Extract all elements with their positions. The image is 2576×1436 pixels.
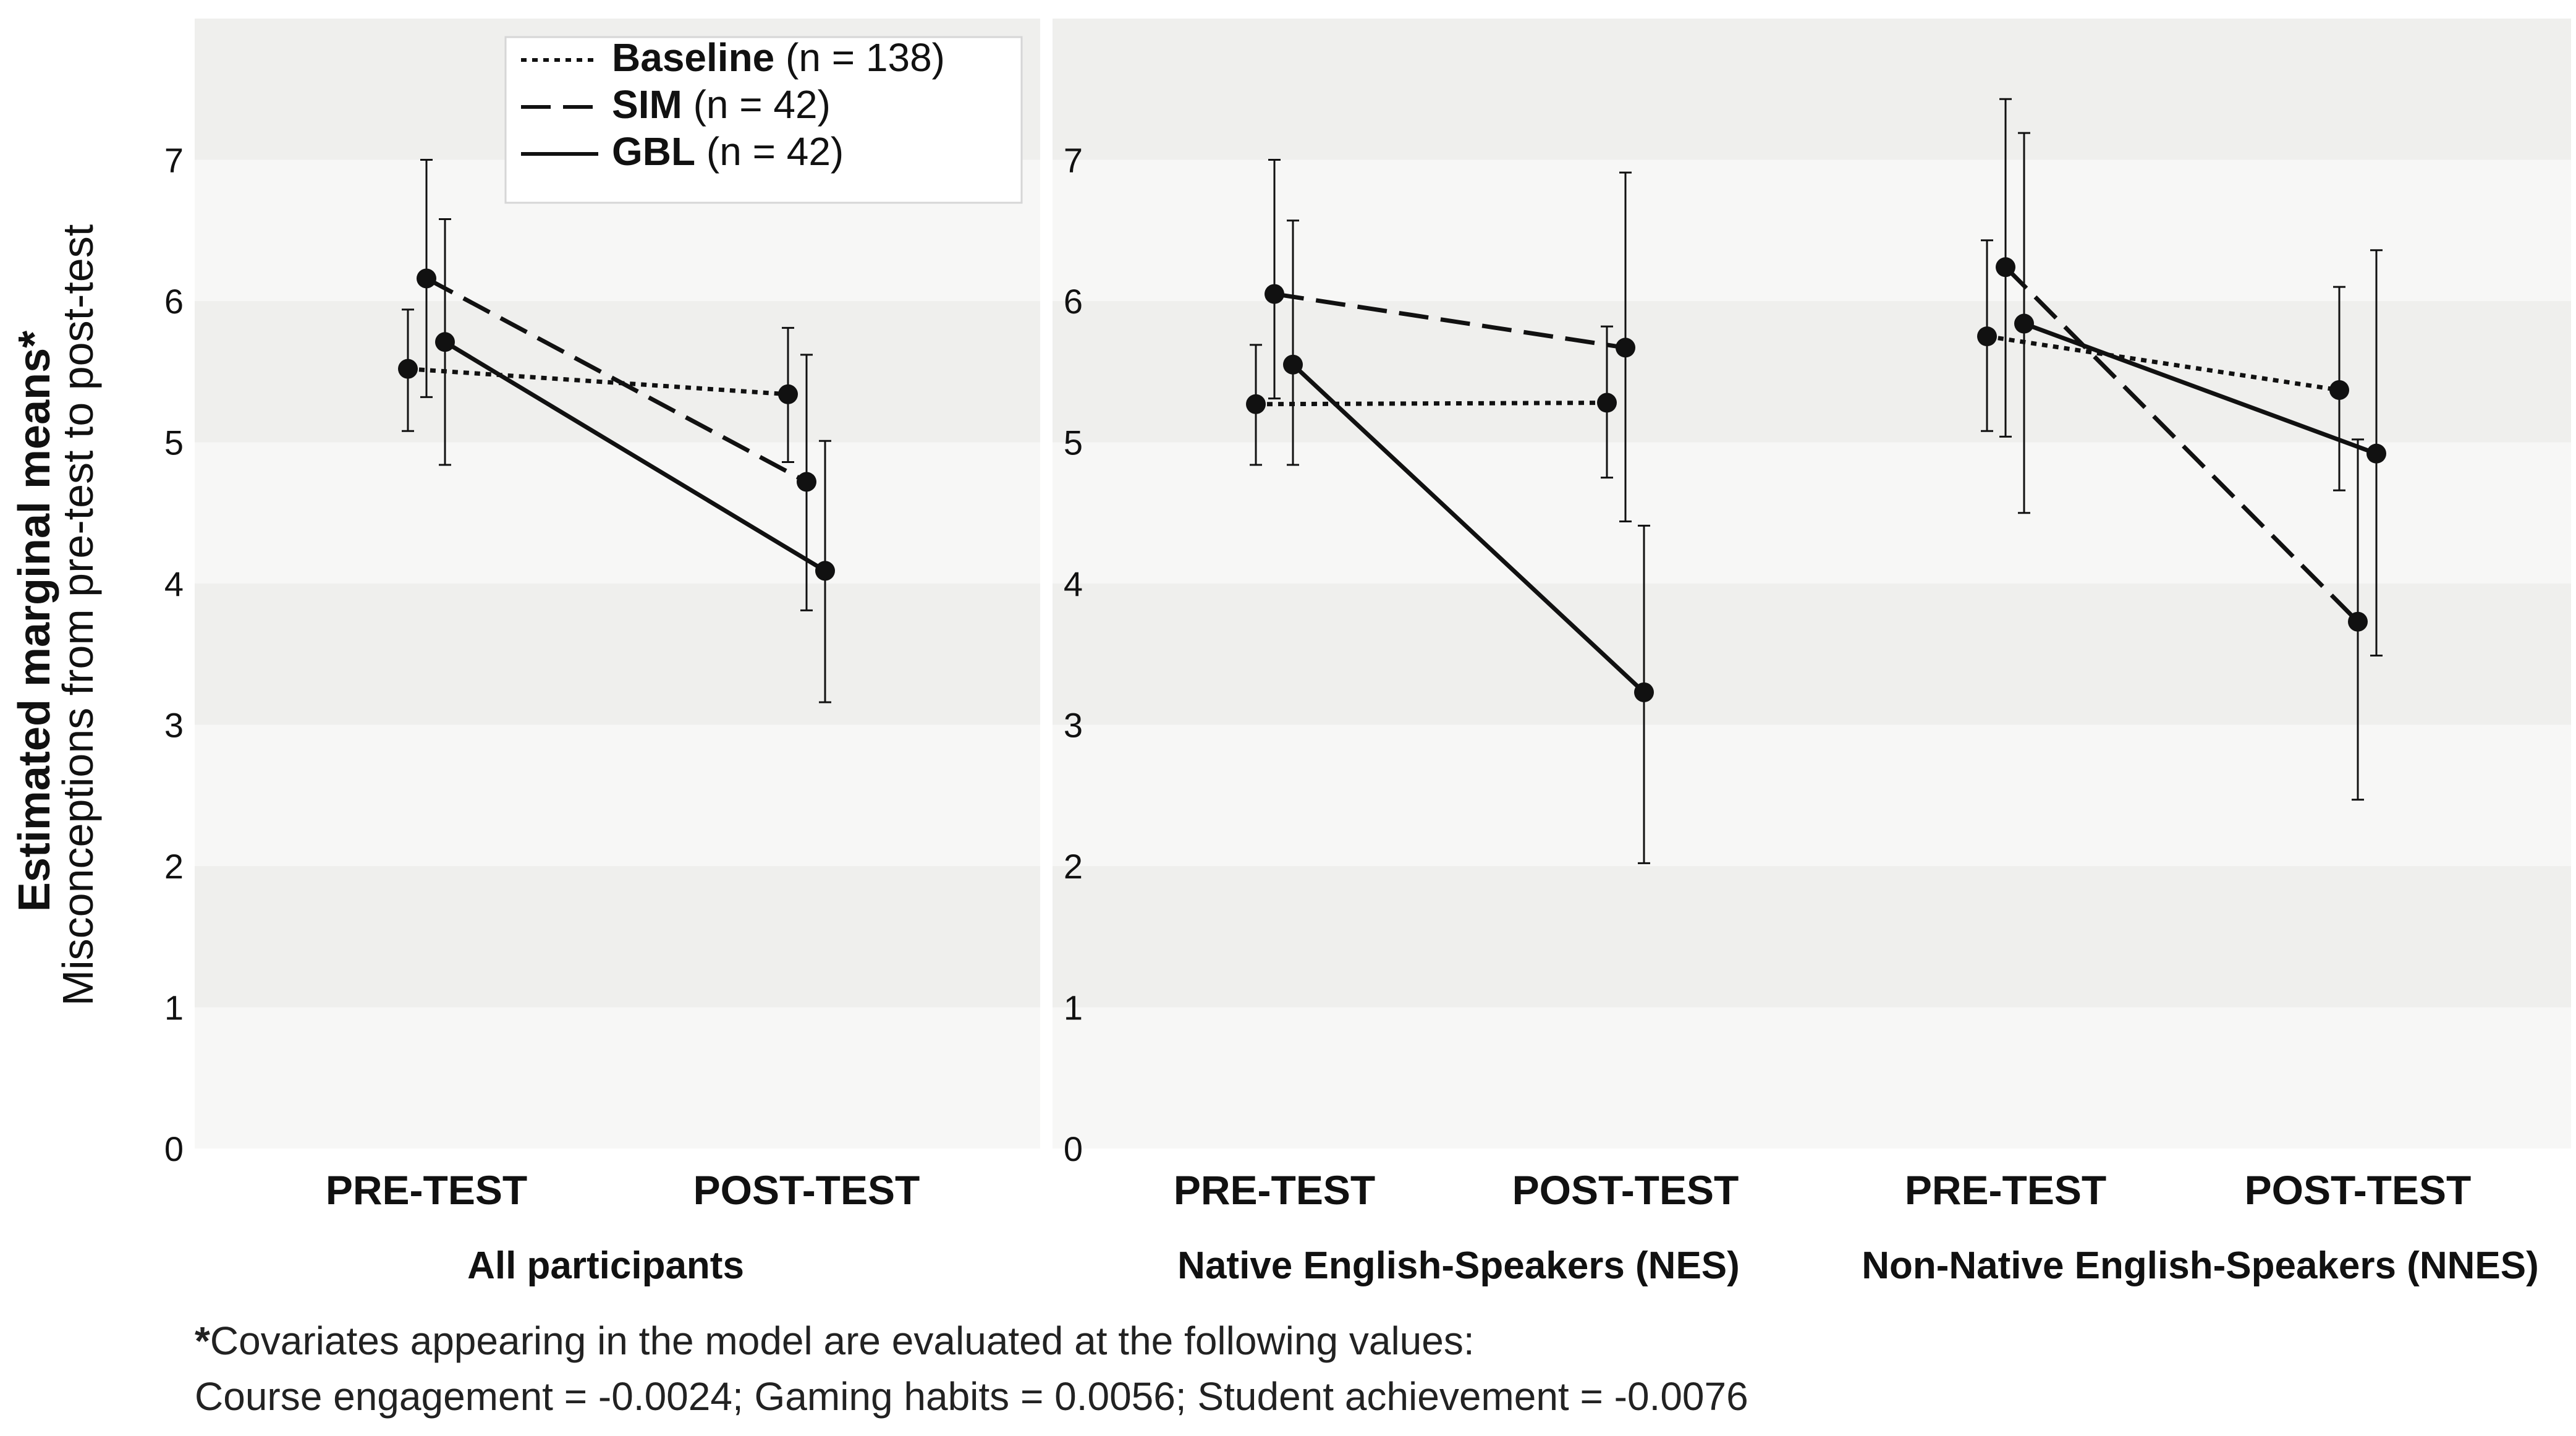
data-point-baseline bbox=[398, 359, 418, 379]
band-0-0 bbox=[195, 1007, 1040, 1149]
data-point-baseline bbox=[1977, 326, 1997, 347]
band-0-5 bbox=[195, 301, 1040, 443]
x-category-label: PRE-TEST bbox=[1174, 1167, 1375, 1213]
y-tick-label: 6 bbox=[164, 282, 184, 321]
x-category-label: POST-TEST bbox=[1512, 1167, 1739, 1213]
y-tick-label: 5 bbox=[164, 423, 184, 462]
y-axis-title: Estimated marginal means* bbox=[10, 331, 59, 912]
y-tick-label: 3 bbox=[164, 706, 184, 745]
panel-title: Native English-Speakers (NES) bbox=[1177, 1244, 1740, 1287]
y-axis-subtitle: Misconceptions from pre-test to post-tes… bbox=[54, 224, 102, 1006]
band-1-0 bbox=[1053, 1007, 2571, 1149]
y-tick-label: 5 bbox=[1064, 423, 1083, 462]
series-line-sim bbox=[425, 276, 808, 484]
footnote-text-1: Covariates appearing in the model are ev… bbox=[210, 1319, 1475, 1363]
band-0-3 bbox=[195, 584, 1040, 725]
data-point-sim bbox=[417, 268, 436, 289]
x-category-label: POST-TEST bbox=[2245, 1167, 2472, 1213]
data-point-gbl bbox=[1634, 682, 1654, 702]
series-line-gbl bbox=[2023, 321, 2378, 456]
legend-label-baseline: Baseline (n = 138) bbox=[612, 35, 945, 80]
x-axis-labels: PRE-TEST POST-TEST All participants PRE-TES… bbox=[326, 1167, 2539, 1287]
series-line-gbl bbox=[444, 340, 826, 573]
data-point-baseline bbox=[1597, 393, 1617, 413]
band-0-1 bbox=[195, 866, 1040, 1008]
band-1-4 bbox=[1053, 442, 2571, 584]
x-category-label: POST-TEST bbox=[693, 1167, 920, 1213]
data-point-sim bbox=[797, 472, 816, 492]
chart-marks bbox=[398, 98, 2386, 864]
footnote-star: * bbox=[195, 1319, 210, 1363]
data-point-sim bbox=[2348, 611, 2368, 632]
panel-1-marks bbox=[398, 159, 835, 703]
band-1-3 bbox=[1053, 584, 2571, 725]
series-line-gbl bbox=[1291, 363, 1646, 694]
panel-3-marks bbox=[1977, 98, 2386, 801]
legend-label-gbl: GBL (n = 42) bbox=[612, 129, 844, 174]
band-0-2 bbox=[195, 724, 1040, 866]
series-line-baseline bbox=[407, 367, 789, 397]
y-tick-label: 2 bbox=[1064, 847, 1083, 886]
series-line-baseline bbox=[1255, 401, 1608, 407]
x-category-label: PRE-TEST bbox=[326, 1167, 527, 1213]
y-tick-label: 7 bbox=[1064, 141, 1083, 180]
panel-title: All participants bbox=[467, 1244, 744, 1287]
band-1-5 bbox=[1053, 301, 2571, 443]
y-tick-label: 2 bbox=[164, 847, 184, 886]
y-tick-label: 6 bbox=[1064, 282, 1083, 321]
y-tick-label: 0 bbox=[164, 1129, 184, 1168]
y-tick-label: 1 bbox=[1064, 988, 1083, 1027]
y-tick-label: 4 bbox=[1064, 564, 1083, 603]
data-point-baseline bbox=[778, 384, 798, 404]
data-point-sim bbox=[1616, 338, 1635, 358]
y-axis-ticks: 0 1 2 3 4 5 6 7 0 1 2 3 4 5 6 7 bbox=[164, 141, 1083, 1169]
band-1-2 bbox=[1053, 724, 2571, 866]
series-line-sim bbox=[1274, 292, 1626, 350]
data-point-gbl bbox=[2014, 313, 2034, 334]
data-point-gbl bbox=[435, 332, 455, 352]
x-category-label: PRE-TEST bbox=[1905, 1167, 2106, 1213]
legend-box bbox=[504, 36, 1023, 204]
legend-label-sim: SIM (n = 42) bbox=[612, 82, 831, 127]
y-tick-label: 7 bbox=[164, 141, 184, 180]
series-line-baseline bbox=[1986, 334, 2340, 393]
legend: Baseline (n = 138)SIM (n = 42)GBL (n = 4… bbox=[504, 35, 1023, 204]
band-0-4 bbox=[195, 442, 1040, 584]
data-point-gbl bbox=[2366, 443, 2386, 464]
footnote-line-1: *Covariates appearing in the model are e… bbox=[195, 1318, 1475, 1364]
y-tick-label: 4 bbox=[164, 564, 184, 603]
data-point-sim bbox=[1265, 284, 1284, 304]
footnote-line-2: Course engagement = -0.0024; Gaming habi… bbox=[195, 1374, 1748, 1419]
y-tick-label: 0 bbox=[1064, 1129, 1083, 1168]
panel-2-marks bbox=[1246, 159, 1654, 864]
y-tick-label: 3 bbox=[1064, 706, 1083, 745]
band-1-7 bbox=[1053, 19, 2571, 160]
panel-title: Non-Native English-Speakers (NNES) bbox=[1862, 1244, 2539, 1287]
band-1-6 bbox=[1053, 159, 2571, 301]
data-point-sim bbox=[1996, 257, 2015, 278]
data-point-gbl bbox=[815, 561, 835, 581]
data-point-gbl bbox=[1283, 354, 1303, 375]
data-point-baseline bbox=[2329, 380, 2349, 400]
data-point-baseline bbox=[1246, 394, 1266, 414]
band-1-1 bbox=[1053, 866, 2571, 1008]
y-tick-label: 1 bbox=[164, 988, 184, 1027]
